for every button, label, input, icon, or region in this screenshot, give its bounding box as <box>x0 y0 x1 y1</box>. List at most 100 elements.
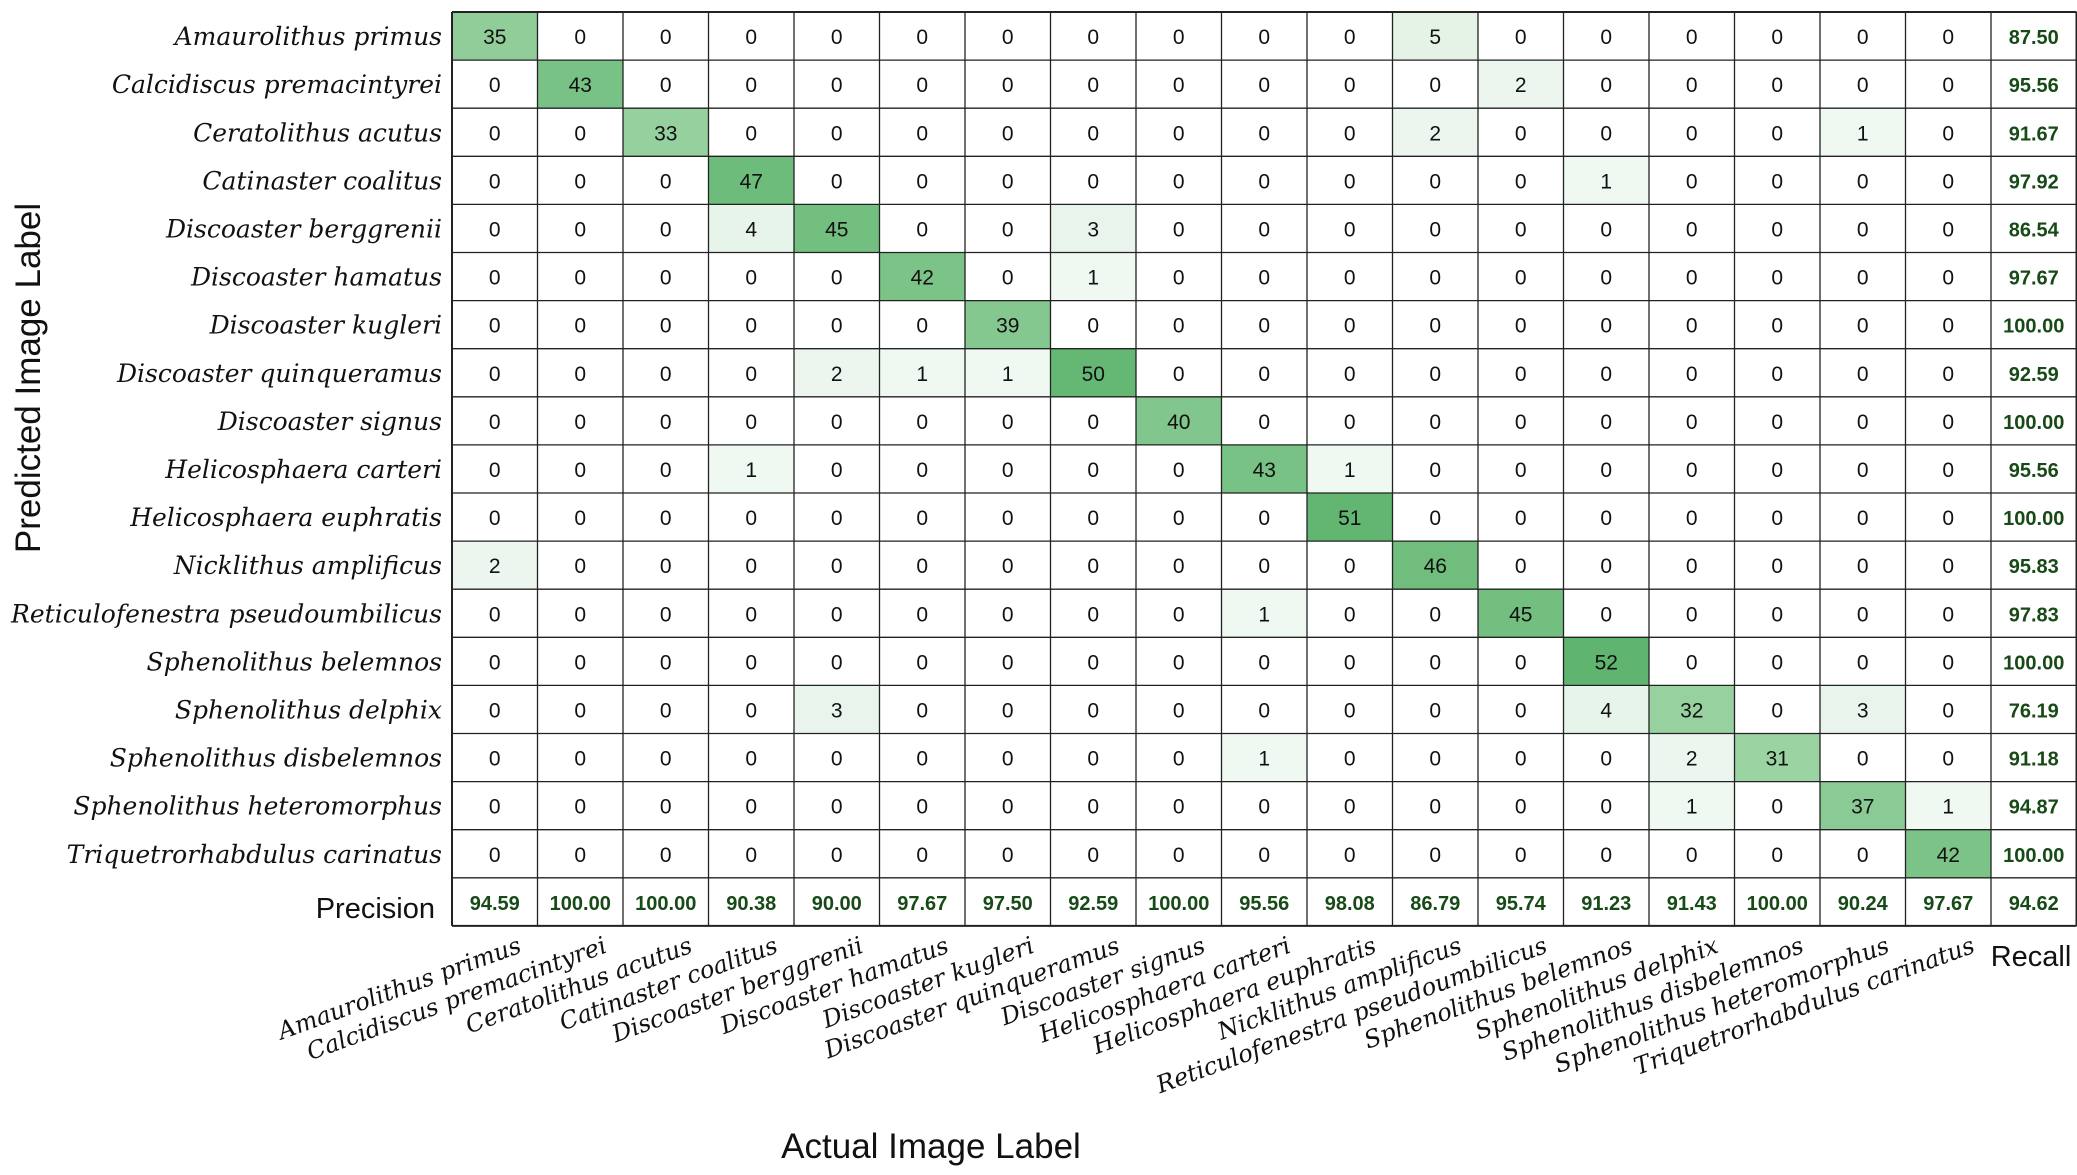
cell-value-r13-c0: 0 <box>489 651 501 674</box>
cell-value-r9-c5: 0 <box>916 459 928 482</box>
cell-value-r6-c14: 0 <box>1686 315 1698 338</box>
cell-value-r16-c4: 0 <box>831 796 843 819</box>
cell-value-r10-c3: 0 <box>745 507 757 530</box>
cell-value-r6-c9: 0 <box>1258 315 1270 338</box>
cell-value-r9-c13: 0 <box>1600 459 1612 482</box>
cell-value-r4-c14: 0 <box>1686 218 1698 241</box>
cell-value-r5-c2: 0 <box>660 267 672 290</box>
precision-value-4: 90.00 <box>812 893 862 915</box>
cell-value-r4-c9: 0 <box>1258 218 1270 241</box>
cell-value-r0-c12: 0 <box>1515 26 1527 49</box>
cell-value-r4-c0: 0 <box>489 218 501 241</box>
cell-value-r16-c12: 0 <box>1515 796 1527 819</box>
recall-value-10: 100.00 <box>2003 508 2064 530</box>
cell-value-r4-c11: 0 <box>1429 218 1441 241</box>
cell-value-r4-c10: 0 <box>1344 218 1356 241</box>
row-label-17: Triquetrorhabdulus carinatus <box>67 840 442 869</box>
cell-bg-r14-c13 <box>1563 685 1649 734</box>
cell-value-r7-c17: 0 <box>1942 363 1954 386</box>
cell-value-r0-c7: 0 <box>1087 26 1099 49</box>
cell-value-r2-c1: 0 <box>574 122 586 145</box>
cell-value-r17-c5: 0 <box>916 844 928 867</box>
cell-value-r12-c5: 0 <box>916 603 928 626</box>
precision-value-8: 100.00 <box>1148 893 1209 915</box>
cell-value-r4-c17: 0 <box>1942 218 1954 241</box>
cell-value-r5-c16: 0 <box>1857 267 1869 290</box>
cell-value-r11-c9: 0 <box>1258 555 1270 578</box>
row-label-1: Calcidiscus premacintyrei <box>112 70 442 99</box>
cell-value-r17-c6: 0 <box>1002 844 1014 867</box>
cell-value-r12-c2: 0 <box>660 603 672 626</box>
cell-value-r0-c0: 35 <box>483 26 506 49</box>
cell-value-r8-c15: 0 <box>1771 411 1783 434</box>
cell-value-r5-c1: 0 <box>574 267 586 290</box>
cell-value-r7-c16: 0 <box>1857 363 1869 386</box>
cell-bg-r7-c7 <box>1050 348 1136 397</box>
cell-value-r8-c4: 0 <box>831 411 843 434</box>
cell-value-r16-c5: 0 <box>916 796 928 819</box>
recall-value-1: 95.56 <box>2009 75 2059 97</box>
cell-value-r11-c12: 0 <box>1515 555 1527 578</box>
cell-value-r0-c5: 0 <box>916 26 928 49</box>
cell-value-r15-c15: 31 <box>1766 748 1789 771</box>
precision-value-6: 97.50 <box>983 893 1033 915</box>
cell-value-r16-c8: 0 <box>1173 796 1185 819</box>
recall-value-13: 100.00 <box>2003 652 2064 674</box>
cell-value-r10-c10: 51 <box>1338 507 1361 530</box>
cell-value-r15-c9: 1 <box>1258 748 1270 771</box>
cell-value-r5-c10: 0 <box>1344 267 1356 290</box>
cell-value-r6-c15: 0 <box>1771 315 1783 338</box>
cell-value-r2-c12: 0 <box>1515 122 1527 145</box>
cell-value-r7-c5: 1 <box>916 363 928 386</box>
cell-value-r2-c11: 2 <box>1429 122 1441 145</box>
cell-value-r5-c5: 42 <box>911 267 934 290</box>
row-label-14: Sphenolithus delphix <box>175 695 442 724</box>
cell-value-r3-c9: 0 <box>1258 170 1270 193</box>
recall-value-3: 97.92 <box>2009 171 2059 193</box>
precision-value-9: 95.56 <box>1239 893 1289 915</box>
cell-value-r14-c4: 3 <box>831 699 843 722</box>
cell-value-r13-c4: 0 <box>831 651 843 674</box>
precision-value-17: 97.67 <box>1923 893 1973 915</box>
cell-value-r8-c5: 0 <box>916 411 928 434</box>
cell-value-r4-c3: 4 <box>745 218 757 241</box>
cell-bg-r4-c4 <box>794 204 880 253</box>
cell-value-r2-c2: 33 <box>654 122 677 145</box>
cell-value-r16-c2: 0 <box>660 796 672 819</box>
cell-value-r16-c9: 0 <box>1258 796 1270 819</box>
cell-value-r12-c14: 0 <box>1686 603 1698 626</box>
cell-value-r2-c9: 0 <box>1258 122 1270 145</box>
cell-bg-r2-c11 <box>1392 108 1478 157</box>
cell-value-r14-c10: 0 <box>1344 699 1356 722</box>
cell-value-r7-c4: 2 <box>831 363 843 386</box>
cell-value-r3-c3: 47 <box>740 170 763 193</box>
row-label-12: Reticulofenestra pseudoumbilicus <box>10 599 442 628</box>
cell-value-r2-c4: 0 <box>831 122 843 145</box>
cell-value-r6-c11: 0 <box>1429 315 1441 338</box>
row-label-5: Discoaster hamatus <box>190 263 442 292</box>
cell-value-r6-c4: 0 <box>831 315 843 338</box>
cell-value-r14-c1: 0 <box>574 699 586 722</box>
cell-bg-r14-c14 <box>1649 685 1735 734</box>
cell-value-r17-c15: 0 <box>1771 844 1783 867</box>
cell-bg-r7-c4 <box>794 348 880 397</box>
cell-value-r12-c3: 0 <box>745 603 757 626</box>
cell-value-r16-c3: 0 <box>745 796 757 819</box>
cell-value-r11-c3: 0 <box>745 555 757 578</box>
cell-value-r9-c9: 43 <box>1253 459 1276 482</box>
precision-value-7: 92.59 <box>1068 893 1118 915</box>
cell-value-r11-c16: 0 <box>1857 555 1869 578</box>
cell-value-r2-c17: 0 <box>1942 122 1954 145</box>
cell-value-r3-c6: 0 <box>1002 170 1014 193</box>
cell-value-r6-c5: 0 <box>916 315 928 338</box>
cell-value-r15-c0: 0 <box>489 748 501 771</box>
cell-value-r6-c7: 0 <box>1087 315 1099 338</box>
precision-value-13: 91.23 <box>1581 893 1631 915</box>
precision-value-11: 86.79 <box>1410 893 1460 915</box>
cell-value-r2-c0: 0 <box>489 122 501 145</box>
cell-value-r14-c14: 32 <box>1680 699 1703 722</box>
cell-value-r14-c11: 0 <box>1429 699 1441 722</box>
recall-value-9: 95.56 <box>2009 460 2059 482</box>
cell-value-r3-c0: 0 <box>489 170 501 193</box>
